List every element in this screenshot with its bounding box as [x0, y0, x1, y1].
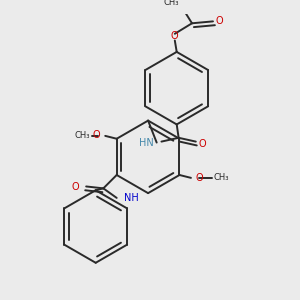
Text: O: O — [171, 31, 178, 41]
Text: O: O — [216, 16, 224, 26]
Text: O: O — [93, 130, 101, 140]
Text: O: O — [199, 139, 206, 148]
Text: CH₃: CH₃ — [74, 131, 90, 140]
Text: O: O — [72, 182, 80, 192]
Text: HN: HN — [139, 138, 154, 148]
Text: CH₃: CH₃ — [163, 0, 178, 7]
Text: CH₃: CH₃ — [214, 173, 229, 182]
Text: O: O — [196, 173, 203, 183]
Text: NH: NH — [124, 193, 139, 203]
